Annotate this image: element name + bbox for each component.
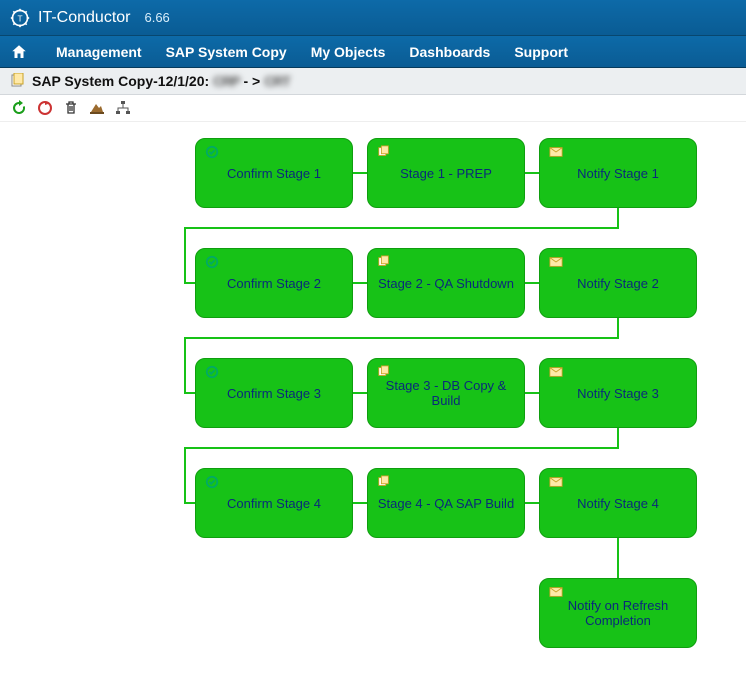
stage-icon	[376, 475, 392, 489]
node-label: Stage 2 - QA Shutdown	[378, 276, 514, 291]
node-label: Confirm Stage 4	[227, 496, 321, 511]
menu-sap-system-copy[interactable]: SAP System Copy	[154, 44, 299, 60]
breadcrumb-source: CRP	[213, 73, 240, 89]
node-label: Confirm Stage 2	[227, 276, 321, 291]
log-icon[interactable]	[88, 99, 106, 117]
confirm-icon	[204, 145, 220, 159]
confirm-icon	[204, 365, 220, 379]
flow-node-s3[interactable]: Stage 3 - DB Copy & Build	[367, 358, 525, 428]
menu-my-objects[interactable]: My Objects	[299, 44, 398, 60]
trash-icon[interactable]	[62, 99, 80, 117]
confirm-icon	[204, 255, 220, 269]
breadcrumb-arrow: - >	[244, 73, 261, 89]
svg-text:T: T	[17, 13, 22, 23]
notify-icon	[548, 585, 564, 599]
menubar: Management SAP System Copy My Objects Da…	[0, 36, 746, 68]
notify-icon	[548, 255, 564, 269]
flow-node-c3[interactable]: Confirm Stage 3	[195, 358, 353, 428]
breadcrumb-target: CRT	[264, 73, 290, 89]
refresh-icon[interactable]	[10, 99, 28, 117]
menu-management[interactable]: Management	[44, 44, 154, 60]
flow-node-nf[interactable]: Notify on Refresh Completion	[539, 578, 697, 648]
app-version: 6.66	[144, 10, 169, 25]
hierarchy-icon[interactable]	[114, 99, 132, 117]
flow-node-c2[interactable]: Confirm Stage 2	[195, 248, 353, 318]
stage-icon	[376, 255, 392, 269]
node-label: Stage 4 - QA SAP Build	[378, 496, 514, 511]
flow-node-n2[interactable]: Notify Stage 2	[539, 248, 697, 318]
node-label: Notify Stage 4	[577, 496, 659, 511]
notify-icon	[548, 145, 564, 159]
confirm-icon	[204, 475, 220, 489]
node-label: Confirm Stage 1	[227, 166, 321, 181]
menu-support[interactable]: Support	[502, 44, 580, 60]
node-label: Confirm Stage 3	[227, 386, 321, 401]
stage-icon	[376, 365, 392, 379]
flow-node-n4[interactable]: Notify Stage 4	[539, 468, 697, 538]
document-icon	[10, 73, 26, 89]
titlebar: T IT-Conductor 6.66	[0, 0, 746, 36]
node-label: Notify Stage 1	[577, 166, 659, 181]
home-button[interactable]	[8, 41, 30, 63]
flow-node-c1[interactable]: Confirm Stage 1	[195, 138, 353, 208]
flow-canvas: Confirm Stage 1 Stage 1 - PREP Notify Stag…	[0, 122, 746, 682]
node-label: Notify on Refresh Completion	[548, 598, 688, 628]
app-title: IT-Conductor	[38, 9, 130, 27]
stage-icon	[376, 145, 392, 159]
notify-icon	[548, 475, 564, 489]
flow-node-s4[interactable]: Stage 4 - QA SAP Build	[367, 468, 525, 538]
node-label: Notify Stage 3	[577, 386, 659, 401]
node-label: Stage 1 - PREP	[400, 166, 492, 181]
flow-node-n1[interactable]: Notify Stage 1	[539, 138, 697, 208]
toolbar	[0, 95, 746, 122]
breadcrumb: SAP System Copy-12/1/20: CRP - > CRT	[0, 68, 746, 95]
menu-dashboards[interactable]: Dashboards	[397, 44, 502, 60]
app-logo-icon: T	[10, 8, 30, 28]
breadcrumb-prefix: SAP System Copy-12/1/20:	[32, 73, 209, 89]
flow-node-c4[interactable]: Confirm Stage 4	[195, 468, 353, 538]
reload-icon[interactable]	[36, 99, 54, 117]
node-label: Stage 3 - DB Copy & Build	[376, 378, 516, 408]
node-label: Notify Stage 2	[577, 276, 659, 291]
flow-node-s1[interactable]: Stage 1 - PREP	[367, 138, 525, 208]
flow-node-n3[interactable]: Notify Stage 3	[539, 358, 697, 428]
flow-node-s2[interactable]: Stage 2 - QA Shutdown	[367, 248, 525, 318]
notify-icon	[548, 365, 564, 379]
